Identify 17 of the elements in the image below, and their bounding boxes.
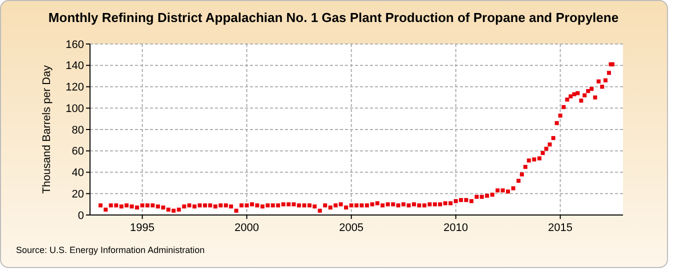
- x-tick-label: 2015: [548, 222, 573, 234]
- y-tick-label: 40: [72, 167, 84, 180]
- y-axis-title: Thousand Barrels per Day: [41, 64, 53, 194]
- x-tick-label: 2000: [234, 222, 260, 234]
- chart-title: Monthly Refining District Appalachian No. 1 Gas Plant Production of Propane and Propylene: [48, 10, 619, 25]
- y-tick-label: 60: [72, 146, 84, 158]
- x-tick-label: 2005: [339, 222, 364, 234]
- source-note: Source: U.S. Energy Information Administration: [16, 245, 205, 255]
- y-tick-label: 120: [66, 82, 84, 94]
- x-tick-label: 2010: [444, 222, 468, 234]
- x-tick-label: 1995: [130, 222, 155, 234]
- y-tick-label: 140: [66, 60, 84, 72]
- y-tick-label: 0: [78, 210, 84, 222]
- y-tick-label: 100: [66, 102, 84, 115]
- y-tick-label: 80: [72, 124, 84, 136]
- y-tick-label: 20: [72, 188, 84, 200]
- y-tick-label: 160: [66, 38, 84, 51]
